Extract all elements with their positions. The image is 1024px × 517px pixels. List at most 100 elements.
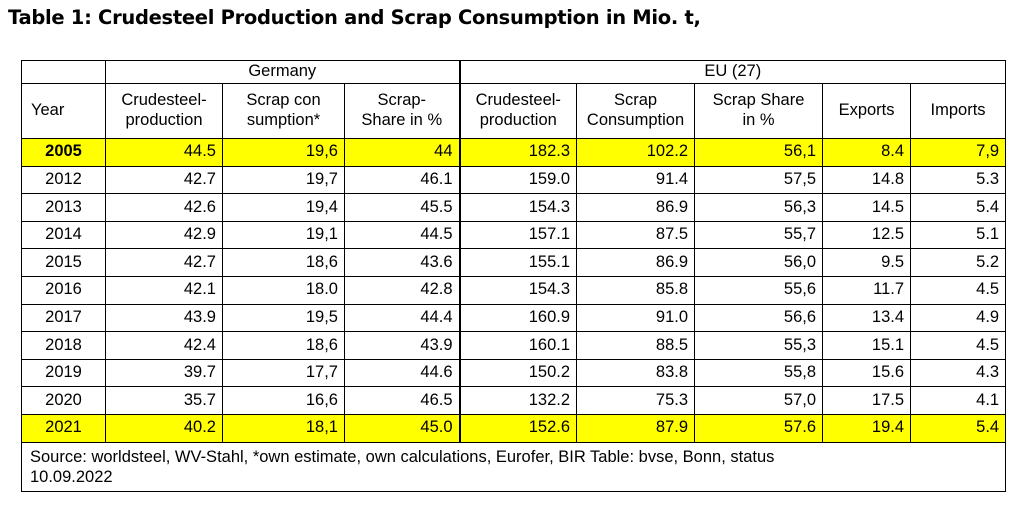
cell-eu-share: 56,3 [694, 193, 824, 222]
header-line: Scrap [613, 91, 658, 110]
cell-eu-scrap: 75.3 [576, 386, 696, 415]
cell-eu-scrap: 85.8 [576, 275, 696, 305]
cell-imports: 4.5 [910, 275, 1007, 305]
col-de-crudesteel-production-header: Crudesteel-production [105, 83, 223, 139]
cell-year: 2016 [21, 275, 106, 305]
header-group-row: Germany EU (27) [21, 60, 1007, 84]
cell-exports: 14.5 [822, 193, 912, 222]
header-columns-row: Year Crudesteel-production Scrap con sumpti… [21, 83, 1007, 139]
cell-eu-scrap: 88.5 [576, 331, 696, 360]
header-line: in % [742, 111, 775, 129]
cell-imports: 5.2 [910, 248, 1007, 277]
cell-eu-scrap: 86.9 [576, 248, 696, 277]
cell-eu-prod: 160.9 [459, 303, 578, 333]
cell-de-prod: 43.9 [105, 303, 223, 333]
cell-eu-prod: 155.1 [459, 248, 578, 277]
cell-year: 2012 [21, 165, 106, 195]
cell-de-prod: 42.7 [105, 248, 223, 277]
cell-eu-share: 56,6 [694, 303, 824, 333]
table-row: 2019 39.7 17,7 44.6 150.2 83.8 55,8 15.6 4.3 [21, 358, 1007, 388]
cell-eu-scrap: 87.9 [576, 413, 696, 443]
header-group-eu: EU (27) [459, 60, 1007, 84]
cell-de-share: 44 [343, 138, 461, 167]
cell-eu-scrap: 83.8 [576, 358, 696, 388]
cell-de-scrap: 19,7 [222, 165, 345, 195]
cell-year: 2020 [21, 386, 106, 415]
cell-de-share: 43.6 [343, 248, 461, 277]
cell-de-scrap: 19,5 [222, 303, 345, 333]
cell-imports: 4.5 [910, 331, 1007, 360]
col-de-scrap-consumption-header: Scrap con sumption* [222, 83, 345, 139]
cell-de-scrap: 19,1 [222, 220, 345, 250]
table-row: 2012 42.7 19,7 46.1 159.0 91.4 57,5 14.8 5.3 [21, 165, 1007, 195]
header-group-germany: Germany [104, 60, 461, 84]
cell-de-prod: 42.6 [105, 193, 223, 222]
cell-imports: 5.1 [910, 220, 1007, 250]
cell-de-scrap: 18,6 [222, 331, 345, 360]
cell-eu-scrap: 91.0 [576, 303, 696, 333]
cell-de-share: 45.0 [343, 413, 461, 443]
cell-exports: 12.5 [822, 220, 912, 250]
cell-eu-share: 57,5 [694, 165, 824, 195]
source-line: Source: worldsteel, WV-Stahl, *own estim… [30, 447, 775, 466]
cell-de-share: 44.6 [343, 358, 461, 388]
cell-de-share: 43.9 [343, 331, 461, 360]
cell-imports: 7,9 [910, 138, 1007, 167]
cell-imports: 4.9 [910, 303, 1007, 333]
cell-de-prod: 44.5 [105, 138, 223, 167]
cell-eu-prod: 154.3 [459, 193, 578, 222]
cell-year: 2013 [21, 193, 106, 222]
col-imports-header: Imports [910, 83, 1007, 139]
header-line: Imports [930, 101, 986, 120]
col-eu-scrap-share-header: Scrap Share in % [694, 83, 824, 139]
cell-eu-prod: 132.2 [459, 386, 578, 415]
cell-de-prod: 35.7 [105, 386, 223, 415]
cell-imports: 5.4 [910, 413, 1007, 443]
cell-eu-share: 57.6 [694, 413, 824, 443]
cell-imports: 4.3 [910, 358, 1007, 388]
table-row: 2015 42.7 18,6 43.6 155.1 86.9 56,0 9.5 5.2 [21, 248, 1007, 277]
header-line: Crudesteel- [121, 91, 207, 110]
table-row: 2017 43.9 19,5 44.4 160.9 91.0 56,6 13.4 4.9 [21, 303, 1007, 333]
table-row: 2021 40.2 18,1 45.0 152.6 87.9 57.6 19.4 5.4 [21, 413, 1007, 443]
cell-eu-prod: 152.6 [459, 413, 578, 443]
cell-eu-scrap: 91.4 [576, 165, 696, 195]
cell-eu-scrap: 86.9 [576, 193, 696, 222]
cell-imports: 5.4 [910, 193, 1007, 222]
cell-year: 2017 [21, 303, 106, 333]
col-de-scrap-share-header: Scrap- Share in % [343, 83, 461, 139]
cell-de-scrap: 16,6 [222, 386, 345, 415]
table-row: 2013 42.6 19,4 45.5 154.3 86.9 56,3 14.5 5.4 [21, 193, 1007, 222]
header-line: Year [31, 101, 65, 120]
cell-de-prod: 39.7 [105, 358, 223, 388]
cell-eu-share: 55,8 [694, 358, 824, 388]
cell-year: 2018 [21, 331, 106, 360]
cell-eu-share: 55,7 [694, 220, 824, 250]
cell-de-scrap: 18,1 [222, 413, 345, 443]
cell-de-prod: 42.4 [105, 331, 223, 360]
cell-exports: 9.5 [822, 248, 912, 277]
cell-exports: 15.6 [822, 358, 912, 388]
col-eu-scrap-consumption-header: Scrap Consumption [576, 83, 696, 139]
cell-eu-scrap: 102.2 [576, 138, 696, 167]
header-line: sumption* [246, 111, 321, 129]
cell-year: 2021 [21, 413, 106, 443]
header-line: Consumption [586, 111, 685, 129]
cell-eu-prod: 159.0 [459, 165, 578, 195]
col-eu-crudesteel-production-header: Crudesteel-production [459, 83, 578, 139]
cell-eu-share: 55,6 [694, 275, 824, 305]
cell-de-prod: 42.9 [105, 220, 223, 250]
cell-eu-share: 55,3 [694, 331, 824, 360]
cell-eu-prod: 157.1 [459, 220, 578, 250]
table-body: Germany EU (27) Year Crudesteel-productio… [20, 60, 1007, 492]
cell-de-share: 46.5 [343, 386, 461, 415]
header-line: Scrap con [246, 91, 321, 110]
table-row: 2018 42.4 18,6 43.9 160.1 88.5 55,3 15.1 4.5 [21, 331, 1007, 360]
cell-eu-share: 57,0 [694, 386, 824, 415]
cell-eu-prod: 160.1 [459, 331, 578, 360]
cell-eu-share: 56,0 [694, 248, 824, 277]
cell-eu-share: 56,1 [694, 138, 824, 167]
cell-year: 2015 [21, 248, 106, 277]
col-exports-header: Exports [822, 83, 912, 139]
